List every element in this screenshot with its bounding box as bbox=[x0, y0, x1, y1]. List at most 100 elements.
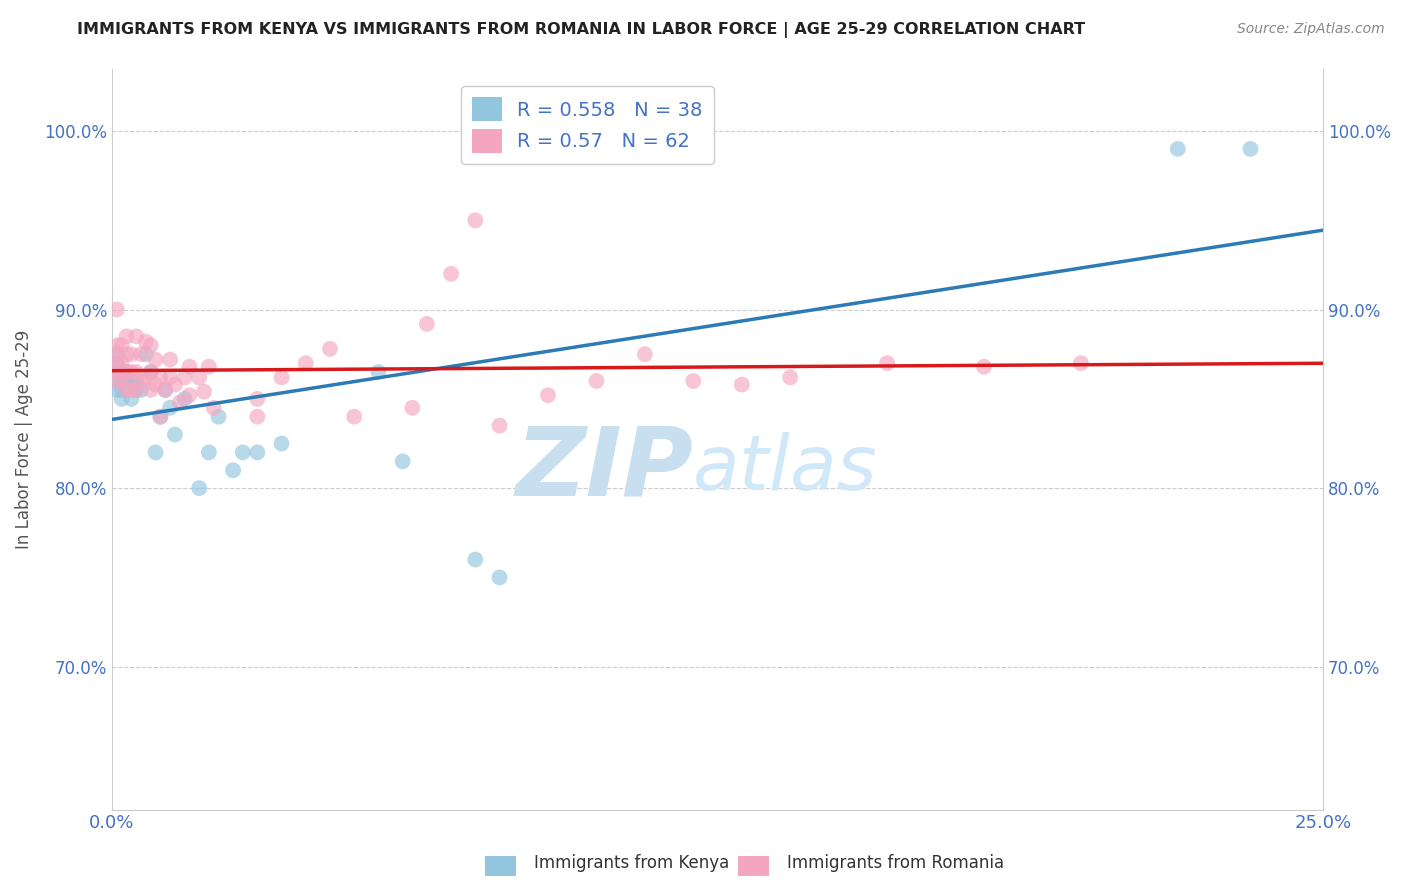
Point bbox=[129, 347, 152, 361]
Point bbox=[973, 359, 995, 374]
Point bbox=[163, 427, 186, 442]
Point bbox=[129, 383, 152, 397]
Point bbox=[222, 463, 245, 477]
Point bbox=[173, 392, 195, 406]
Point bbox=[202, 401, 225, 415]
Point bbox=[488, 570, 510, 584]
Point bbox=[115, 383, 138, 397]
Point bbox=[105, 374, 128, 388]
Legend: R = 0.558   N = 38, R = 0.57   N = 62: R = 0.558 N = 38, R = 0.57 N = 62 bbox=[461, 86, 714, 164]
Point bbox=[115, 383, 138, 397]
Point bbox=[155, 383, 177, 397]
Point bbox=[120, 374, 142, 388]
Point bbox=[193, 384, 215, 399]
Point bbox=[246, 445, 269, 459]
Point bbox=[246, 409, 269, 424]
Point bbox=[246, 392, 269, 406]
Point bbox=[105, 356, 128, 370]
Point bbox=[145, 445, 167, 459]
Point bbox=[111, 383, 134, 397]
Point bbox=[125, 365, 148, 379]
Point bbox=[115, 374, 138, 388]
Point bbox=[1167, 142, 1189, 156]
Point bbox=[105, 356, 128, 370]
Text: ZIP: ZIP bbox=[516, 422, 693, 516]
Point bbox=[179, 359, 201, 374]
Point bbox=[319, 342, 342, 356]
Point bbox=[198, 445, 221, 459]
Point bbox=[1070, 356, 1092, 370]
Point bbox=[145, 352, 167, 367]
Point bbox=[105, 374, 128, 388]
Point bbox=[111, 374, 134, 388]
Point bbox=[135, 370, 157, 384]
Point bbox=[163, 377, 186, 392]
Point bbox=[188, 481, 211, 495]
Point bbox=[149, 409, 172, 424]
Text: atlas: atlas bbox=[693, 432, 877, 506]
Point bbox=[188, 370, 211, 384]
Point bbox=[416, 317, 439, 331]
Point bbox=[173, 370, 195, 384]
Point bbox=[367, 365, 389, 379]
Point bbox=[198, 359, 221, 374]
Text: IMMIGRANTS FROM KENYA VS IMMIGRANTS FROM ROMANIA IN LABOR FORCE | AGE 25-29 CORR: IMMIGRANTS FROM KENYA VS IMMIGRANTS FROM… bbox=[77, 22, 1085, 38]
Point bbox=[115, 347, 138, 361]
Point bbox=[120, 365, 142, 379]
Point bbox=[115, 365, 138, 379]
Point bbox=[159, 401, 181, 415]
Point bbox=[159, 352, 181, 367]
Point bbox=[876, 356, 898, 370]
Point bbox=[537, 388, 560, 402]
Point bbox=[105, 347, 128, 361]
Point bbox=[111, 365, 134, 379]
Point bbox=[135, 334, 157, 349]
Text: Immigrants from Kenya: Immigrants from Kenya bbox=[534, 855, 730, 872]
Point bbox=[115, 329, 138, 343]
Point bbox=[232, 445, 254, 459]
Point bbox=[105, 347, 128, 361]
Point bbox=[139, 365, 162, 379]
Point bbox=[129, 374, 152, 388]
Point bbox=[294, 356, 316, 370]
Text: Source: ZipAtlas.com: Source: ZipAtlas.com bbox=[1237, 22, 1385, 37]
Point bbox=[391, 454, 413, 468]
Point bbox=[111, 338, 134, 352]
Point bbox=[125, 383, 148, 397]
Point bbox=[207, 409, 229, 424]
Point bbox=[155, 383, 177, 397]
Point bbox=[1239, 142, 1261, 156]
Point bbox=[105, 383, 128, 397]
Point bbox=[105, 302, 128, 317]
Point bbox=[440, 267, 463, 281]
Y-axis label: In Labor Force | Age 25-29: In Labor Force | Age 25-29 bbox=[15, 329, 32, 549]
Point bbox=[105, 338, 128, 352]
Point bbox=[488, 418, 510, 433]
Point bbox=[111, 374, 134, 388]
Point bbox=[115, 365, 138, 379]
Point bbox=[270, 370, 292, 384]
Point bbox=[145, 377, 167, 392]
Point bbox=[731, 377, 754, 392]
Text: Immigrants from Romania: Immigrants from Romania bbox=[787, 855, 1004, 872]
Point bbox=[159, 370, 181, 384]
Point bbox=[149, 409, 172, 424]
Point bbox=[179, 388, 201, 402]
Point bbox=[125, 329, 148, 343]
Point bbox=[120, 347, 142, 361]
Point bbox=[634, 347, 657, 361]
Point bbox=[169, 395, 191, 409]
Point bbox=[139, 365, 162, 379]
Point bbox=[139, 383, 162, 397]
Point bbox=[125, 383, 148, 397]
Point bbox=[111, 392, 134, 406]
Point bbox=[139, 338, 162, 352]
Point bbox=[682, 374, 704, 388]
Point bbox=[779, 370, 801, 384]
Point bbox=[105, 365, 128, 379]
Point bbox=[135, 347, 157, 361]
Point bbox=[343, 409, 366, 424]
Point bbox=[149, 370, 172, 384]
Point bbox=[105, 365, 128, 379]
Point bbox=[270, 436, 292, 450]
